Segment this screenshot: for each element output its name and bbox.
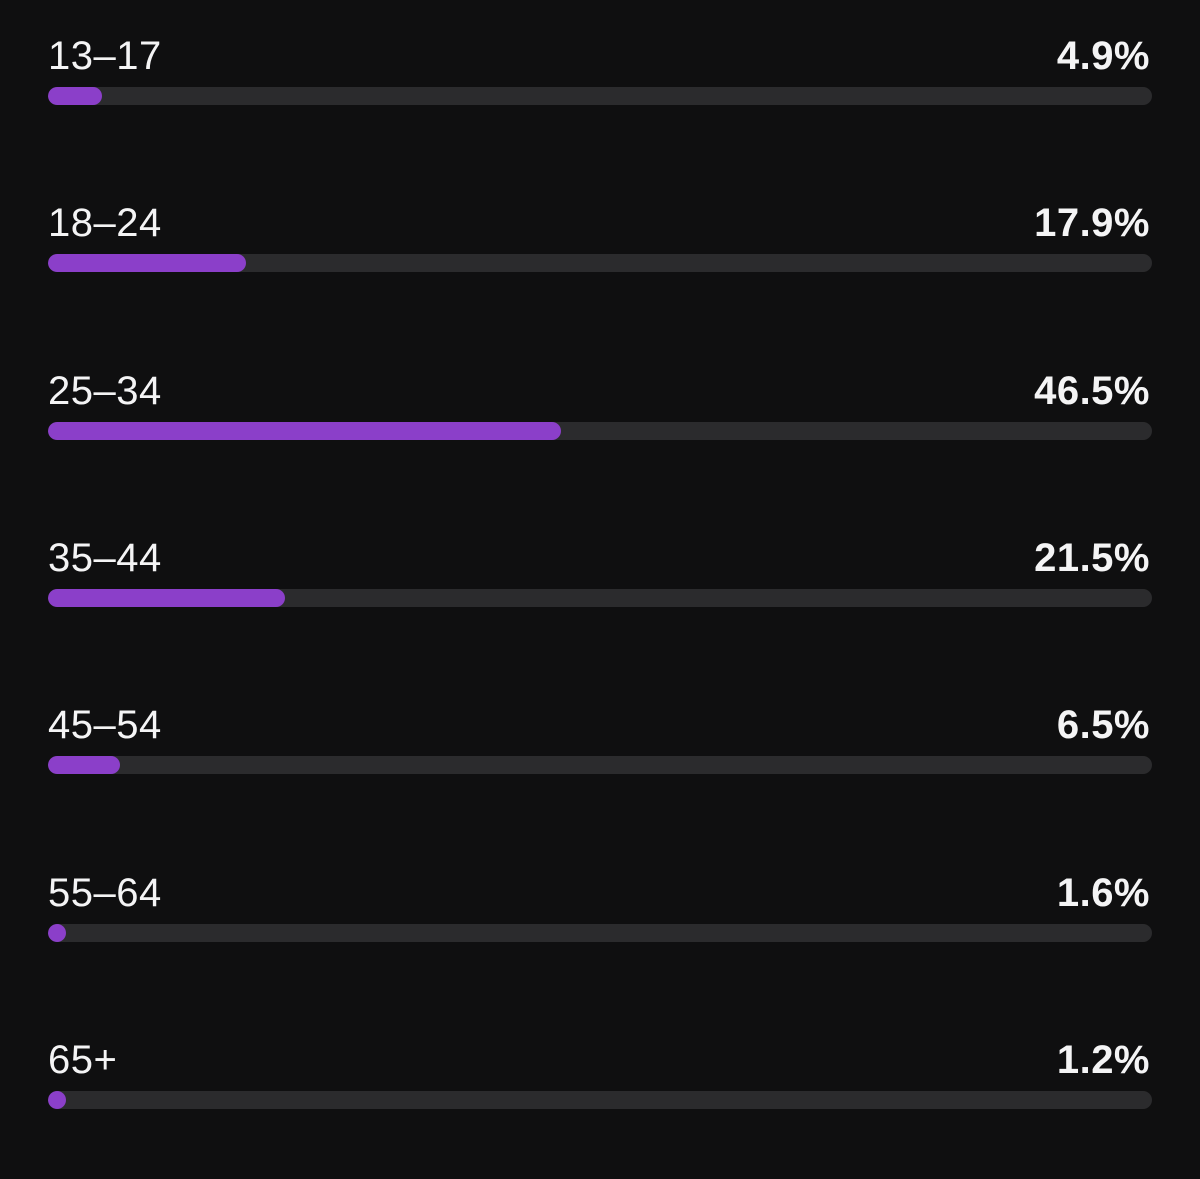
bar-row: 55–64 1.6% bbox=[48, 869, 1152, 959]
bar-fill bbox=[48, 923, 66, 942]
category-label: 45–54 bbox=[48, 703, 162, 748]
category-label: 55–64 bbox=[48, 870, 162, 915]
bar-track bbox=[48, 1090, 1152, 1109]
bar-track bbox=[48, 588, 1152, 607]
value-label: 4.9% bbox=[1056, 34, 1150, 78]
bar-fill bbox=[48, 421, 562, 440]
bar-track bbox=[48, 421, 1152, 440]
value-label: 1.6% bbox=[1056, 870, 1150, 915]
bar-fill bbox=[48, 1090, 66, 1109]
value-label: 6.5% bbox=[1056, 703, 1150, 748]
bar-row: 25–34 46.5% bbox=[48, 367, 1152, 457]
category-label: 13–17 bbox=[48, 34, 162, 78]
bar-track bbox=[48, 756, 1152, 775]
bar-row: 35–44 21.5% bbox=[48, 534, 1152, 624]
category-label: 65+ bbox=[48, 1037, 118, 1082]
bar-track bbox=[48, 254, 1152, 273]
category-label: 25–34 bbox=[48, 368, 162, 413]
bar-track bbox=[48, 923, 1152, 942]
value-label: 46.5% bbox=[1034, 368, 1150, 413]
bar-fill bbox=[48, 588, 286, 607]
category-label: 35–44 bbox=[48, 535, 162, 580]
bar-fill bbox=[48, 254, 246, 273]
value-label: 17.9% bbox=[1034, 201, 1150, 246]
bar-row: 45–54 6.5% bbox=[48, 701, 1152, 791]
bar-fill bbox=[48, 756, 120, 775]
value-label: 21.5% bbox=[1034, 535, 1150, 580]
bar-row: 18–24 17.9% bbox=[48, 199, 1152, 289]
bar-row: 65+ 1.2% bbox=[48, 1036, 1152, 1126]
bar-track bbox=[48, 87, 1152, 105]
bar-row: 13–17 4.9% bbox=[48, 32, 1152, 122]
bar-fill bbox=[48, 87, 103, 105]
value-label: 1.2% bbox=[1056, 1037, 1150, 1082]
category-label: 18–24 bbox=[48, 201, 162, 246]
